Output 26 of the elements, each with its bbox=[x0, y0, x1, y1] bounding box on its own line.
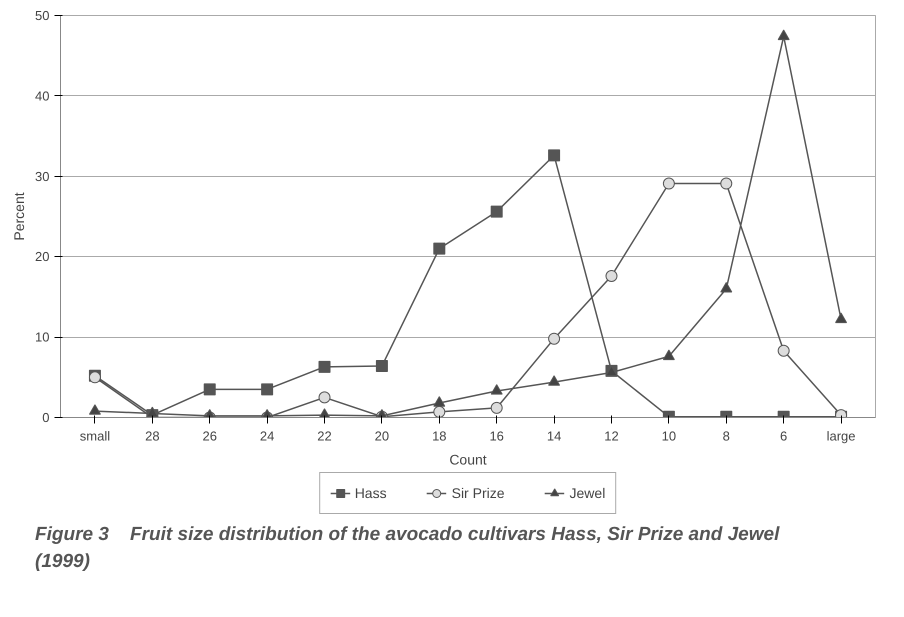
x-tick-label: 22 bbox=[317, 428, 332, 444]
x-tick-label: 8 bbox=[722, 428, 730, 444]
x-axis-title: Count bbox=[449, 452, 487, 468]
x-tick-label: small bbox=[80, 428, 110, 444]
y-tick-label: 0 bbox=[42, 410, 50, 425]
x-tick-label: 12 bbox=[604, 428, 619, 444]
x-tick-label: 28 bbox=[145, 428, 160, 444]
x-tick-label: 10 bbox=[662, 428, 676, 444]
text: Figure 3 Fruit size distribution of the avocado cultivars Hass, Sir Prize and Jewel (1999) bbox=[34, 523, 781, 574]
legend-label: Jewel bbox=[570, 485, 606, 501]
x-tick-label: 16 bbox=[489, 428, 504, 444]
y-tick-label: 50 bbox=[35, 8, 50, 23]
x-tick-label: large bbox=[826, 428, 856, 444]
legend-label: Hass bbox=[354, 485, 387, 501]
x-tick-label: 20 bbox=[374, 428, 390, 444]
x-tick-label: 14 bbox=[546, 428, 562, 444]
y-tick-label: 10 bbox=[35, 330, 50, 345]
y-tick-label: 20 bbox=[35, 249, 50, 264]
x-tick-label: 6 bbox=[780, 428, 788, 444]
y-axis-title: Percent bbox=[11, 192, 28, 241]
legend-label: Sir Prize bbox=[452, 485, 505, 501]
x-tick-label: 18 bbox=[432, 428, 447, 444]
x-tick-label: 26 bbox=[202, 428, 217, 444]
x-tick-label: 24 bbox=[260, 428, 274, 444]
y-tick-label: 40 bbox=[35, 88, 50, 104]
y-tick-label: 30 bbox=[35, 168, 50, 184]
